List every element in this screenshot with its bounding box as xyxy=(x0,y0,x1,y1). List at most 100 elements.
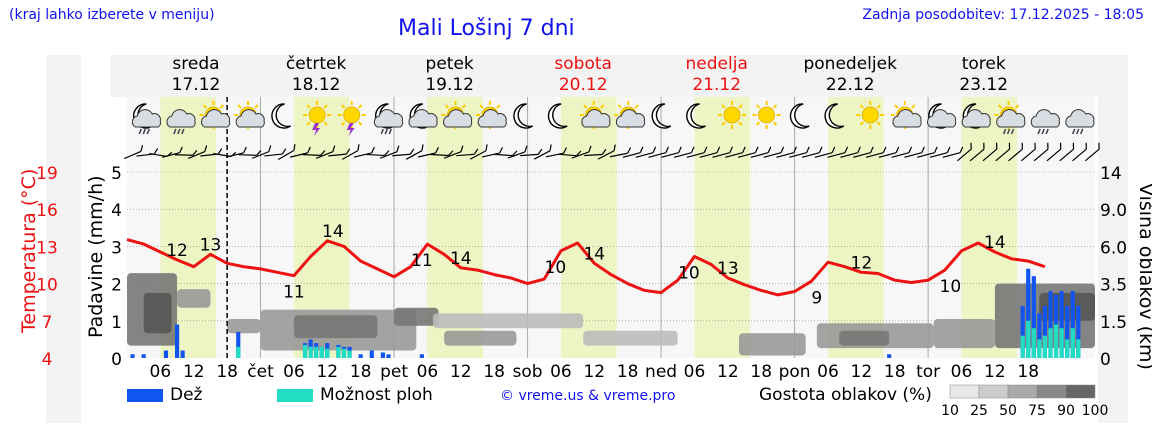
cloud-height-tick-label: 1.5 xyxy=(1100,313,1127,333)
wind-barb xyxy=(417,147,439,158)
wind-barb xyxy=(827,146,849,158)
sun-thunder-icon xyxy=(337,101,366,136)
cloud-rain-icon xyxy=(166,109,196,135)
day-name-label: ponedeljek xyxy=(803,54,897,74)
wind-barb xyxy=(865,146,887,158)
day-date-label: 18.12 xyxy=(292,75,341,95)
legend-showers-swatch xyxy=(277,389,313,402)
showers-bar xyxy=(236,346,241,358)
rain-bar xyxy=(1020,305,1025,358)
cloud-block xyxy=(738,333,806,356)
precipitation-tick-label: 3 xyxy=(111,238,122,258)
x-tick-label: 12 xyxy=(450,362,472,382)
cloud-density-tick-label: 75 xyxy=(1028,403,1046,419)
cloud-density-label: Gostota oblakov (%) xyxy=(759,385,932,405)
wind-barb xyxy=(763,146,785,158)
wind-barb xyxy=(571,145,592,159)
x-tick-label: ned xyxy=(645,362,677,382)
rain-bar xyxy=(1070,291,1075,358)
temperature-tick-label: 10 xyxy=(36,276,58,296)
sun-icon xyxy=(856,101,885,129)
wind-barb xyxy=(929,146,951,158)
x-tick-label: 12 xyxy=(316,362,338,382)
wind-barb xyxy=(1008,142,1023,162)
daylight-band xyxy=(694,97,751,358)
rain-bar xyxy=(130,354,135,358)
day-date-label: 22.12 xyxy=(826,75,875,95)
night-cloud-rain-icon xyxy=(131,103,162,135)
cloud-rain-icon xyxy=(1065,109,1095,135)
day-date-label: 19.12 xyxy=(425,75,474,95)
day-date-label: 20.12 xyxy=(559,75,608,95)
wind-barb xyxy=(533,144,552,160)
wind-barb xyxy=(238,150,262,156)
night-moon-icon xyxy=(651,103,672,129)
wind-barb xyxy=(315,145,336,159)
wind-barb xyxy=(699,146,721,158)
wind-barb xyxy=(353,146,375,158)
cloud-density-swatch xyxy=(1036,384,1067,399)
wind-barb xyxy=(750,146,772,158)
x-tick-label: 18 xyxy=(216,362,238,382)
temperature-tick-label: 19 xyxy=(36,164,58,184)
cloud-block xyxy=(444,330,517,346)
showers-bar xyxy=(1026,320,1031,358)
wind-barb xyxy=(840,146,861,158)
showers-bar xyxy=(1053,324,1059,358)
rain-bar xyxy=(358,354,363,358)
showers-bar xyxy=(1020,335,1025,358)
rain-bar xyxy=(1065,305,1070,358)
temperature-value-label: 10 xyxy=(940,277,962,297)
x-tick-label: čet xyxy=(247,362,274,382)
wind-barb xyxy=(507,145,528,159)
rain-bar xyxy=(419,354,424,358)
day-header-band xyxy=(110,55,1100,97)
legend-rain-label: Dež xyxy=(170,385,203,405)
wind-barb xyxy=(456,148,479,157)
temperature-value-label: 9 xyxy=(811,288,822,308)
x-tick-label: 12 xyxy=(984,362,1006,382)
wind-barb xyxy=(341,144,360,160)
temperature-line xyxy=(126,238,1046,297)
menu-hint[interactable]: (kraj lahko izberete v meniju) xyxy=(9,7,215,23)
cloud-density-swatch xyxy=(1065,384,1096,399)
rain-bar xyxy=(1076,305,1081,358)
cloud-height-tick-label: 9.0 xyxy=(1100,201,1127,221)
day-name-label: četrtek xyxy=(286,54,347,74)
sun-cloud-small-icon xyxy=(614,101,646,129)
x-tick-label: 12 xyxy=(717,362,739,382)
last-update: Zadnja posodobitev: 17.12.2025 - 18:05 xyxy=(862,7,1144,23)
wind-barb xyxy=(725,146,746,158)
wind-barb xyxy=(814,146,836,158)
precipitation-tick-label: 5 xyxy=(111,164,122,184)
cloud-height-tick-label: 6.0 xyxy=(1100,238,1127,258)
sun-icon xyxy=(718,101,746,129)
x-tick-label: 12 xyxy=(851,362,873,382)
temperature-tick-label: 4 xyxy=(42,350,53,370)
night-cloud-icon xyxy=(961,103,991,129)
cloud-density-tick-label: 10 xyxy=(941,403,959,419)
x-tick-label: 06 xyxy=(817,362,839,382)
temperature-value-label: 14 xyxy=(984,233,1006,253)
x-tick-label: pon xyxy=(779,362,811,382)
rain-bar xyxy=(141,354,146,358)
wind-barb xyxy=(558,150,582,157)
credit-link[interactable]: © vreme.us & vreme.pro xyxy=(500,388,676,404)
wind-barb xyxy=(584,148,607,157)
wind-barb xyxy=(878,146,900,158)
day-name-label: sreda xyxy=(172,54,219,74)
left-side-panel xyxy=(46,55,81,423)
showers-bar xyxy=(314,346,319,358)
wind-barb xyxy=(737,146,759,158)
cloud-density-tick-label: 90 xyxy=(1057,403,1075,419)
wind-barb xyxy=(494,150,518,157)
temperature-value-label: 14 xyxy=(583,244,605,264)
wind-barb xyxy=(1059,142,1075,162)
wind-barb xyxy=(226,146,247,158)
showers-bar xyxy=(1048,328,1053,358)
cloud-density-swatch xyxy=(978,384,1009,399)
wind-barb xyxy=(635,146,657,158)
showers-bar xyxy=(1065,339,1070,358)
wind-barb xyxy=(622,146,644,158)
